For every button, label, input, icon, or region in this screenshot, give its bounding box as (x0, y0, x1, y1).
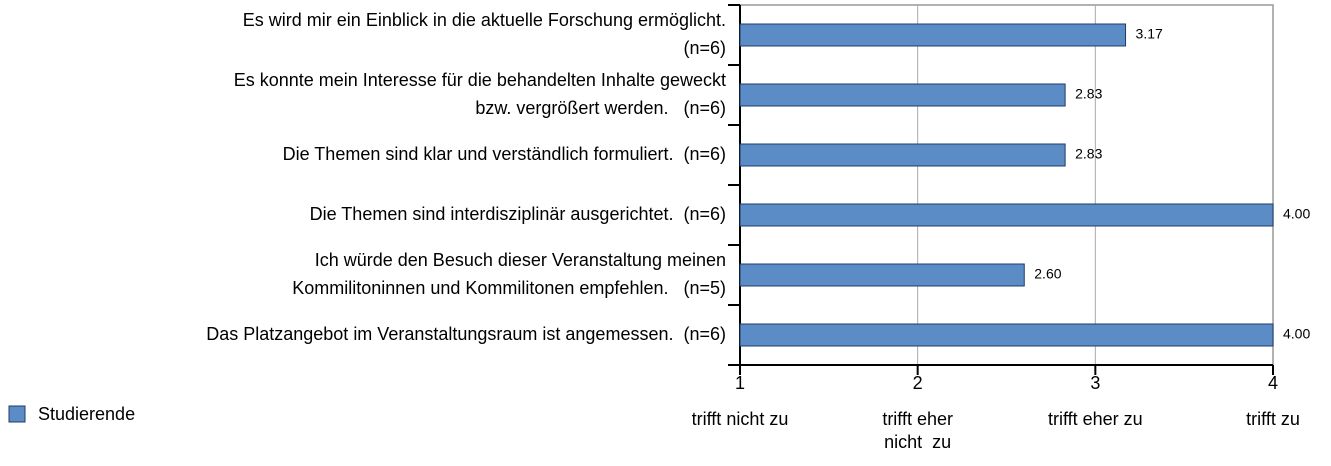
x-tick-description: trifft eher zu (1048, 409, 1143, 429)
plot-frame (739, 4, 1274, 366)
x-tick-description: nicht zu (884, 432, 951, 452)
value-label: 3.17 (1136, 26, 1163, 42)
category-label: bzw. vergrößert werden. (n=6) (475, 98, 726, 118)
x-tick-label: 2 (913, 373, 923, 393)
category-label: Das Platzangebot im Veranstaltungsraum i… (206, 324, 726, 344)
category-label: Ich würde den Besuch dieser Veranstaltun… (315, 250, 726, 270)
category-label: Die Themen sind klar und verständlich fo… (283, 144, 726, 164)
category-label: Die Themen sind interdisziplinär ausgeri… (310, 204, 726, 224)
bar (739, 203, 1274, 227)
category-label: (n=6) (683, 38, 726, 58)
value-label: 2.83 (1075, 86, 1102, 102)
x-tick-label: 3 (1090, 373, 1100, 393)
value-label: 2.83 (1075, 146, 1102, 162)
category-label: Es wird mir ein Einblick in die aktuelle… (243, 10, 726, 30)
x-tick-description: trifft nicht zu (692, 409, 789, 429)
category-label: Kommilitoninnen und Kommilitonen empfehl… (292, 278, 726, 298)
x-tick-description: trifft eher (882, 409, 953, 429)
bar (739, 143, 1066, 167)
bar (739, 323, 1274, 347)
bar (739, 83, 1066, 107)
x-tick-label: 1 (735, 373, 745, 393)
value-label: 2.60 (1034, 266, 1061, 282)
x-tick-description: trifft zu (1246, 409, 1300, 429)
value-label: 4.00 (1283, 326, 1310, 342)
category-label: Es konnte mein Interesse für die behande… (234, 70, 726, 90)
x-tick-label: 4 (1268, 373, 1278, 393)
legend-label: Studierende (38, 404, 135, 424)
bar (739, 23, 1127, 47)
bar (739, 263, 1025, 287)
value-label: 4.00 (1283, 206, 1310, 222)
legend-swatch (8, 405, 26, 423)
